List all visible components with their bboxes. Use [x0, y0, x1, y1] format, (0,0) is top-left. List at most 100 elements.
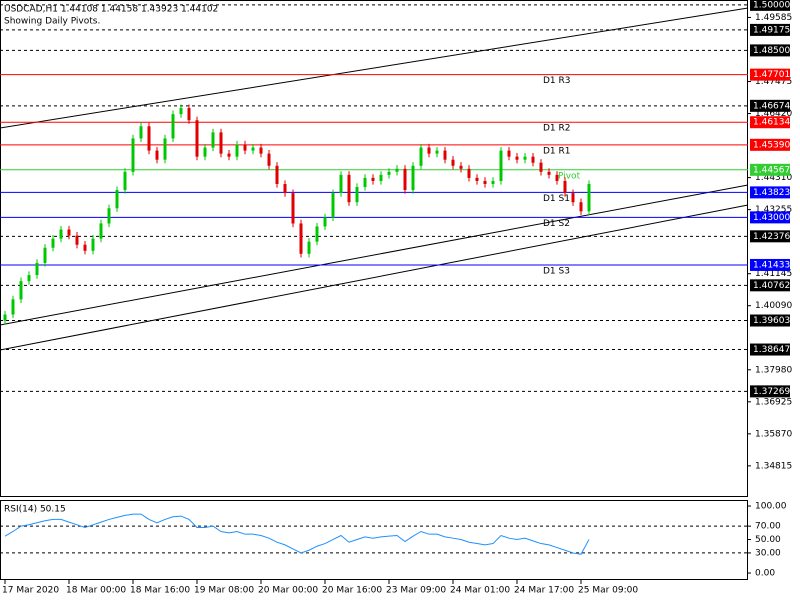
- candle-body: [307, 241, 311, 254]
- candle-body: [131, 138, 135, 172]
- level-value: 1.41433: [753, 260, 790, 270]
- candle-body: [259, 147, 263, 154]
- candle-body: [499, 150, 503, 181]
- level-box: [750, 186, 790, 199]
- level-value: 1.49175: [753, 25, 790, 35]
- candle-body: [251, 147, 255, 151]
- candle-body: [531, 156, 535, 163]
- level-name: Pivot: [558, 171, 581, 181]
- candle-body: [379, 174, 383, 181]
- x-tick-label: 19 Mar 08:00: [194, 586, 254, 596]
- x-tick-label: 24 Mar 01:00: [450, 586, 510, 596]
- candle-body: [27, 275, 31, 282]
- candle-body: [195, 120, 199, 157]
- candle-body: [419, 147, 423, 166]
- candle-body: [163, 138, 167, 160]
- candle-body: [179, 108, 183, 115]
- candle-body: [547, 171, 551, 175]
- candle-body: [483, 180, 487, 184]
- y-tick-label: 1.37980: [755, 365, 792, 375]
- y-tick-label: 1.36925: [755, 397, 792, 407]
- x-tick-label: 17 Mar 2020: [2, 586, 59, 596]
- candle-body: [331, 193, 335, 218]
- candle-body: [51, 238, 55, 248]
- y-tick-label: 1.47475: [755, 77, 792, 87]
- candle-body: [99, 223, 103, 239]
- candle-body: [235, 144, 239, 157]
- rsi-label: RSI(14) 50.15: [4, 505, 66, 515]
- candle-body: [91, 238, 95, 251]
- candle-body: [275, 165, 279, 184]
- rsi-tick-label: 70.00: [755, 522, 781, 532]
- candle-body: [539, 162, 543, 172]
- candle-body: [59, 229, 63, 239]
- chart-title: USDCAD,H1 1.44108 1.44158 1.43923 1.4410…: [4, 5, 218, 15]
- candle-body: [155, 150, 159, 160]
- candle-body: [467, 168, 471, 178]
- level-value: 1.44567: [753, 165, 790, 175]
- level-box: [750, 385, 790, 398]
- candle-body: [411, 165, 415, 191]
- chart-subtitle: Showing Daily Pivots.: [4, 17, 100, 27]
- rsi-frame: [0, 500, 748, 580]
- level-box: [750, 343, 790, 356]
- candle-body: [523, 156, 527, 160]
- y-tick-label: 1.44310: [755, 173, 792, 183]
- level-value: 1.47701: [753, 70, 790, 80]
- trend-line: [0, 7, 749, 129]
- level-box: [750, 211, 790, 224]
- candle-body: [3, 314, 7, 321]
- y-tick-label: 1.43255: [755, 205, 792, 215]
- level-name: D1 S2: [543, 219, 570, 229]
- level-value: 1.50000: [753, 0, 790, 10]
- y-tick-label: 1.41145: [755, 269, 792, 279]
- candle-body: [299, 223, 303, 254]
- candle-body: [339, 174, 343, 194]
- candle-body: [187, 108, 191, 121]
- level-name: D1 R3: [543, 76, 571, 86]
- x-tick-label: 25 Mar 09:00: [578, 586, 638, 596]
- candle-body: [395, 168, 399, 172]
- level-box: [750, 68, 790, 81]
- candle-body: [123, 171, 127, 191]
- level-value: 1.43823: [753, 188, 790, 198]
- candle-body: [515, 156, 519, 160]
- x-tick-label: 20 Mar 00:00: [258, 586, 318, 596]
- candle-body: [11, 299, 15, 315]
- candle-body: [459, 165, 463, 169]
- level-box: [750, 163, 790, 176]
- level-value: 1.46134: [753, 118, 790, 128]
- level-value: 1.46674: [753, 101, 790, 111]
- level-value: 1.42376: [753, 232, 790, 242]
- x-tick-label: 18 Mar 16:00: [130, 586, 190, 596]
- rsi-tick-label: 0.00: [755, 569, 775, 579]
- candle-body: [267, 153, 271, 166]
- candle-body: [347, 174, 351, 203]
- level-box: [750, 23, 790, 36]
- candle-body: [171, 114, 175, 139]
- x-tick-label: 20 Mar 16:00: [322, 586, 382, 596]
- candle-body: [35, 262, 39, 276]
- x-tick-label: 18 Mar 00:00: [66, 586, 126, 596]
- level-box: [750, 116, 790, 129]
- candle-body: [147, 126, 151, 151]
- candle-body: [283, 183, 287, 194]
- y-tick-label: 1.49585: [755, 13, 792, 23]
- rsi-tick-label: 50.00: [755, 535, 781, 545]
- y-tick-label: 1.40090: [755, 301, 792, 311]
- candle-body: [491, 180, 495, 184]
- candle-body: [115, 190, 119, 209]
- candle-body: [219, 132, 223, 154]
- candle-body: [323, 217, 327, 227]
- level-box: [750, 230, 790, 243]
- candle-body: [315, 226, 319, 242]
- level-name: D1 S1: [543, 194, 570, 204]
- candle-body: [211, 132, 215, 148]
- candle-body: [67, 229, 71, 236]
- level-box: [750, 279, 790, 292]
- rsi-tick-label: 100.00: [755, 502, 787, 512]
- y-tick-label: 1.46420: [755, 109, 792, 119]
- candle-body: [43, 247, 47, 263]
- candle-body: [579, 202, 583, 212]
- level-box: [750, 99, 790, 112]
